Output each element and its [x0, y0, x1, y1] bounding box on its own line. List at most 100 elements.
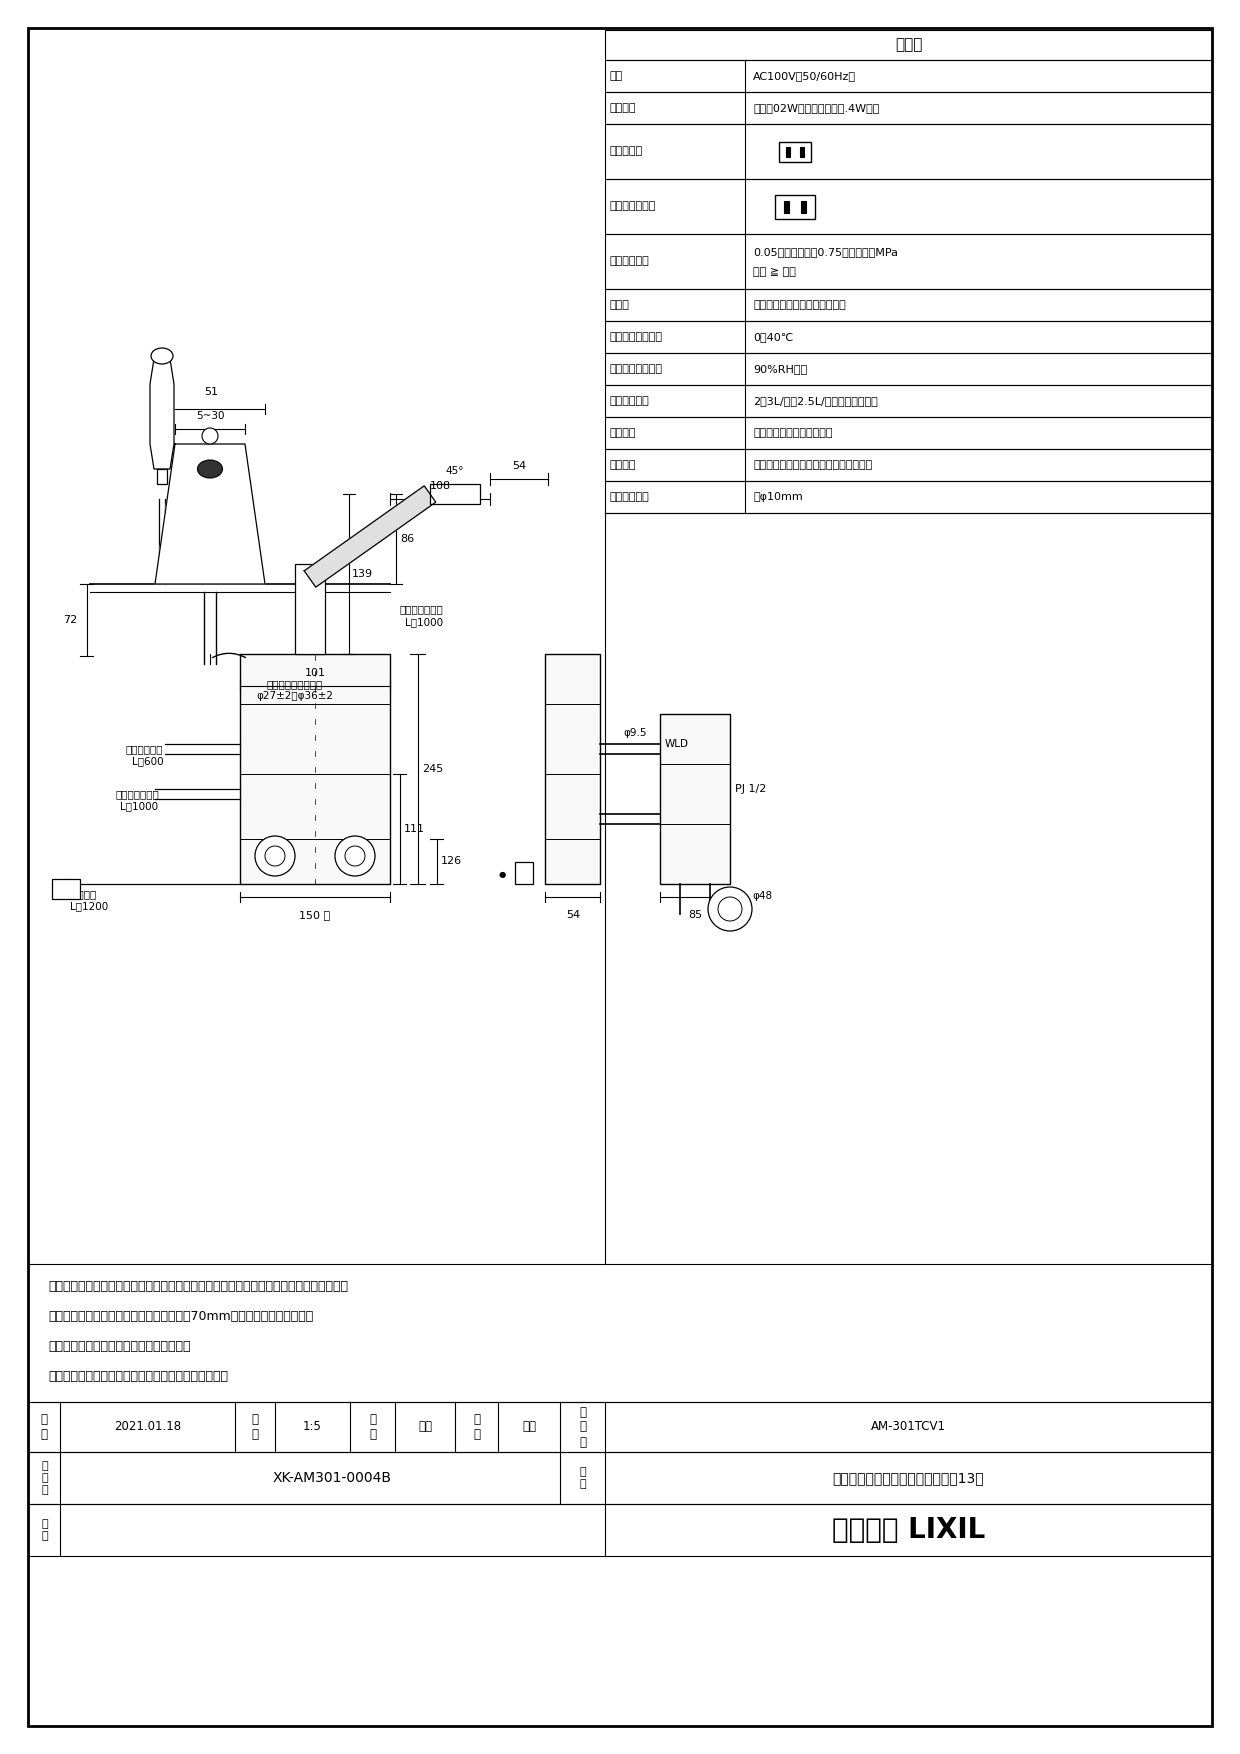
- Ellipse shape: [197, 460, 222, 479]
- Text: 139: 139: [352, 568, 373, 579]
- Text: 給水チューブ: 給水チューブ: [125, 744, 162, 754]
- Text: 水圧 ≧ 湯圧: 水圧 ≧ 湯圧: [753, 268, 796, 277]
- Text: 水道水および飲用可能な井戸水: 水道水および飲用可能な井戸水: [753, 300, 846, 310]
- Polygon shape: [155, 444, 265, 584]
- Text: 72: 72: [63, 616, 77, 624]
- Text: 磨崎: 磨崎: [522, 1421, 536, 1433]
- Text: 適正流量範囲: 適正流量範囲: [610, 396, 650, 405]
- Text: 10: 10: [728, 916, 742, 926]
- Text: ・インバータ照明により誤作動する場合があります。: ・インバータ照明により誤作動する場合があります。: [48, 1370, 228, 1382]
- Bar: [430, 484, 480, 503]
- Text: 待機時02W以下、使用時１.4W以下: 待機時02W以下、使用時１.4W以下: [753, 103, 879, 112]
- Text: 感知距離: 感知距離: [610, 460, 636, 470]
- Text: AM-301TCV1: AM-301TCV1: [870, 1421, 946, 1433]
- Text: 使用水: 使用水: [610, 300, 630, 310]
- Text: 2～3L/分（2.5L/分定流量弁内蔵）: 2～3L/分（2.5L/分定流量弁内蔵）: [753, 396, 878, 405]
- Text: 使用環境湿度範囲: 使用環境湿度範囲: [610, 365, 663, 374]
- Text: φ9.5: φ9.5: [624, 728, 647, 738]
- Text: プラグ形状: プラグ形状: [610, 147, 644, 156]
- Circle shape: [345, 845, 365, 866]
- Text: φ27±2～φ36±2: φ27±2～φ36±2: [257, 691, 334, 702]
- Polygon shape: [150, 360, 174, 468]
- Text: 54: 54: [512, 461, 526, 472]
- Text: 1:5: 1:5: [303, 1421, 322, 1433]
- Bar: [241, 654, 391, 884]
- Bar: [605, 321, 1211, 353]
- Text: 126: 126: [441, 856, 463, 866]
- Text: WLD: WLD: [665, 738, 689, 749]
- Ellipse shape: [151, 347, 174, 365]
- Text: 5~30: 5~30: [196, 410, 224, 421]
- Bar: [605, 289, 1211, 321]
- Text: 101: 101: [305, 668, 325, 679]
- Text: 使用圧力範囲: 使用圧力範囲: [610, 256, 650, 267]
- Text: L＝1200: L＝1200: [69, 902, 108, 910]
- Text: 電源コード: 電源コード: [64, 889, 97, 900]
- Text: 108: 108: [429, 481, 450, 491]
- Bar: [660, 714, 730, 884]
- Text: 245: 245: [422, 765, 443, 774]
- Bar: [605, 233, 1211, 289]
- Bar: [605, 91, 1211, 125]
- Text: 90%RH以下: 90%RH以下: [753, 365, 807, 374]
- Text: 約φ10mm: 約φ10mm: [753, 493, 802, 502]
- Text: AC100V（50/60Hz）: AC100V（50/60Hz）: [753, 70, 856, 81]
- Text: 検
図: 検 図: [472, 1414, 480, 1442]
- Text: 距離測定式赤外線センサー: 距離測定式赤外線センサー: [753, 428, 832, 438]
- Polygon shape: [304, 486, 435, 588]
- Text: 電源: 電源: [610, 70, 624, 81]
- Text: 54: 54: [565, 910, 580, 921]
- Text: 品
名: 品 名: [579, 1466, 585, 1489]
- Text: 86: 86: [401, 533, 414, 544]
- Text: 自動設定（感知距離自動調整機能内蔵）: 自動設定（感知距離自動調整機能内蔵）: [753, 460, 872, 470]
- Text: ・破損する恐れがありますので、凍結する可能性のある場所では使用しないでください。: ・破損する恐れがありますので、凍結する可能性のある場所では使用しないでください。: [48, 1279, 348, 1293]
- Text: 消費電力: 消費電力: [610, 103, 636, 112]
- Text: カウンター取付穴径: カウンター取付穴径: [267, 679, 324, 689]
- Text: ・直射日光が当たる場所への設置は不可。: ・直射日光が当たる場所への設置は不可。: [48, 1340, 191, 1352]
- Text: 使用環境温度範囲: 使用環境温度範囲: [610, 332, 663, 342]
- Bar: [605, 353, 1211, 384]
- Text: 感知方式: 感知方式: [610, 428, 636, 438]
- Bar: [605, 179, 1211, 233]
- Bar: [515, 861, 533, 884]
- Bar: [605, 481, 1211, 512]
- Text: 0～40℃: 0～40℃: [753, 332, 794, 342]
- Text: PJ 1/2: PJ 1/2: [735, 784, 766, 795]
- Text: 尺
度: 尺 度: [252, 1414, 258, 1442]
- Circle shape: [202, 428, 218, 444]
- Text: 備
考: 備 考: [42, 1519, 48, 1540]
- Bar: [295, 565, 325, 654]
- Text: 0.05（流動時）～0.75（静止時）MPa: 0.05（流動時）～0.75（静止時）MPa: [753, 247, 898, 258]
- Text: L＝1000: L＝1000: [405, 617, 443, 626]
- Text: 株式会社 LIXIL: 株式会社 LIXIL: [832, 1515, 985, 1544]
- Text: 品
番
号: 品 番 号: [579, 1405, 587, 1449]
- Text: 感知エリア幅: 感知エリア幅: [610, 493, 650, 502]
- Circle shape: [718, 896, 742, 921]
- Circle shape: [708, 888, 751, 931]
- Bar: [605, 417, 1211, 449]
- Text: 日
付: 日 付: [41, 1414, 47, 1442]
- Text: 45°: 45°: [445, 467, 464, 475]
- Text: 図
番
号: 図 番 号: [42, 1461, 48, 1494]
- Bar: [605, 125, 1211, 179]
- Bar: [801, 200, 806, 212]
- Bar: [786, 147, 790, 156]
- Bar: [52, 879, 81, 900]
- Text: センサーコード: センサーコード: [401, 603, 444, 614]
- Circle shape: [335, 837, 374, 875]
- Bar: [605, 384, 1211, 417]
- Text: 釜山: 釜山: [418, 1421, 432, 1433]
- Text: L＝600: L＝600: [131, 756, 164, 766]
- Bar: [157, 468, 167, 484]
- Text: ●: ●: [498, 870, 506, 879]
- Bar: [800, 147, 804, 156]
- Text: 対応コンセント: 対応コンセント: [610, 202, 656, 212]
- Bar: [605, 30, 1211, 60]
- Text: 51: 51: [205, 388, 218, 396]
- Text: スイッチコード: スイッチコード: [115, 789, 159, 800]
- Text: L＝1000: L＝1000: [120, 802, 159, 810]
- Text: φ48: φ48: [751, 891, 773, 902]
- Bar: [29, 1503, 1211, 1556]
- Bar: [29, 1401, 1211, 1452]
- Text: 111: 111: [404, 824, 425, 833]
